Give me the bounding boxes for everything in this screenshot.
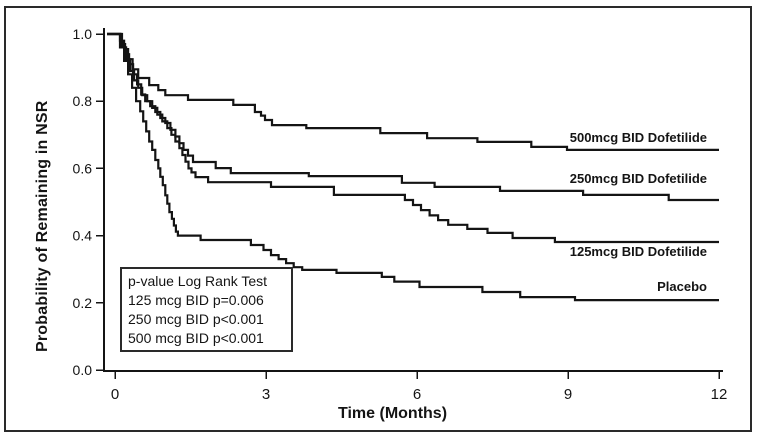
x-axis-title: Time (Months) — [337, 405, 448, 422]
y-tick-label: 0.2 — [73, 295, 93, 311]
curve-label-500mcg: 500mcg BID Dofetilide — [569, 130, 707, 145]
y-tick-label: 0.8 — [73, 93, 93, 109]
x-tick-label: 6 — [413, 386, 421, 403]
x-tick-label: 0 — [111, 386, 119, 403]
y-tick-label: 1.0 — [73, 26, 93, 42]
figure-border-frame — [4, 6, 752, 432]
curve-label-250mcg: 250mcg BID Dofetilide — [569, 171, 707, 186]
km-curve-125mcg-bid-dofetilide — [107, 32, 719, 244]
curve-label-125mcg: 125mcg BID Dofetilide — [569, 244, 707, 259]
y-tick-label: 0.0 — [73, 362, 93, 378]
pvalue-line-250: 250 mcg BID p<0.001 — [128, 311, 264, 327]
x-tick-label: 9 — [564, 386, 572, 403]
pvalue-line-500: 500 mcg BID p<0.001 — [128, 330, 264, 346]
km-curve-500mcg-bid-dofetilide — [107, 32, 719, 151]
pvalue-box-title: p-value Log Rank Test — [128, 273, 268, 289]
pvalue-line-125: 125 mcg BID p=0.006 — [128, 292, 264, 308]
y-tick-label: 0.4 — [73, 228, 93, 244]
x-tick-label: 3 — [262, 386, 270, 403]
y-axis-title: Probability of Remaining in NSR — [34, 100, 51, 352]
x-tick-label: 12 — [711, 386, 728, 403]
pvalue-annotation-box: p-value Log Rank Test 125 mcg BID p=0.00… — [120, 267, 293, 352]
y-tick-label: 0.6 — [73, 160, 93, 176]
km-curve-placebo — [107, 32, 719, 302]
curve-label-placebo: Placebo — [657, 279, 707, 294]
